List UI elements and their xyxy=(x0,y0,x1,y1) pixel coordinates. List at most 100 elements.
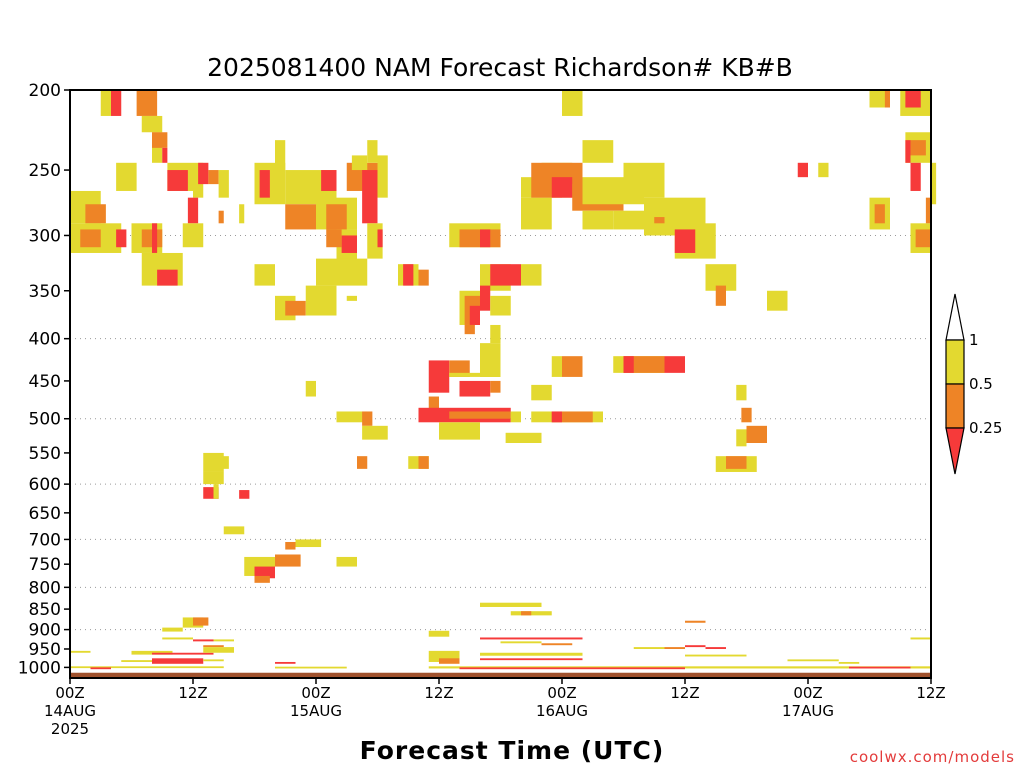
y-axis-ticks: 200 250 300 350 400 450 500 550 600 650 700 750 8008… xyxy=(18,81,70,678)
heatmap-cell xyxy=(100,90,111,116)
colorbar-label: 1 xyxy=(969,331,979,349)
colorbar-bin xyxy=(945,339,965,385)
heatmap-cell xyxy=(490,264,521,286)
heatmap-cell xyxy=(428,666,931,669)
heatmap-cell xyxy=(254,575,270,583)
heatmap-cell xyxy=(377,229,383,248)
heatmap-cell xyxy=(480,652,583,656)
x-tick-label: 15AUG xyxy=(290,702,342,720)
heatmap-cell xyxy=(167,170,188,191)
heatmap-cell xyxy=(910,637,931,640)
heatmap-cell xyxy=(136,90,158,116)
colorbar-bin xyxy=(945,383,965,429)
heatmap-cell xyxy=(925,197,931,224)
heatmap-cell xyxy=(428,360,450,393)
heatmap-cell xyxy=(541,643,573,646)
heatmap-cell xyxy=(469,305,480,325)
heatmap-cell xyxy=(341,235,357,253)
heatmap-cell xyxy=(218,456,229,469)
heatmap-cell xyxy=(480,285,491,311)
heatmap-cell xyxy=(521,197,552,230)
x-tick-label: 00Z xyxy=(55,684,84,702)
heatmap-cell xyxy=(838,661,860,664)
y-tick-label: 950 xyxy=(29,640,61,660)
heatmap-cell xyxy=(905,140,911,163)
heatmap-cell xyxy=(551,356,562,377)
x-tick-label: 12Z xyxy=(670,684,699,702)
colorbar-label: 0.5 xyxy=(969,375,993,393)
y-tick-label: 250 xyxy=(29,161,61,181)
heatmap-cell xyxy=(203,647,234,653)
heatmap-cell xyxy=(377,155,388,198)
y-tick-label: 400 xyxy=(29,330,61,350)
heatmap-cell xyxy=(111,90,122,116)
heatmap-cell xyxy=(787,659,839,662)
heatmap-cell xyxy=(152,658,204,664)
x-tick-label: 00Z xyxy=(793,684,822,702)
y-tick-label: 800 xyxy=(29,578,61,598)
heatmap-cell xyxy=(326,204,347,230)
heatmap-cell xyxy=(218,170,229,198)
heatmap-cell xyxy=(336,556,357,567)
heatmap-cell xyxy=(449,411,511,419)
heatmap-cell xyxy=(239,204,245,224)
heatmap-cell xyxy=(193,617,209,626)
heatmap-cell xyxy=(674,229,696,253)
heatmap-cell xyxy=(254,566,275,579)
heatmap-cell xyxy=(285,300,306,316)
heatmap-cell xyxy=(213,639,234,642)
heatmap-cell xyxy=(275,140,286,171)
heatmap-cell xyxy=(428,650,460,662)
y-tick-label: 700 xyxy=(29,530,61,550)
heatmap-cell xyxy=(275,554,301,567)
heatmap-cell xyxy=(162,627,183,632)
heatmap-cell xyxy=(305,380,316,397)
heatmap-cell xyxy=(633,647,665,649)
chart-title: 2025081400 NAM Forecast Richardson# KB#B xyxy=(207,53,793,82)
heatmap-cell xyxy=(403,264,414,286)
heatmap-cell xyxy=(346,295,357,301)
heatmap-cell xyxy=(203,471,224,485)
heatmap-cell xyxy=(910,162,921,191)
heatmap-cell xyxy=(685,645,706,648)
heatmap-cell xyxy=(198,162,209,185)
heatmap-cell xyxy=(218,210,224,224)
heatmap-cell xyxy=(818,162,829,178)
heatmap-cell xyxy=(116,162,137,191)
heatmap-cell xyxy=(726,456,747,469)
x-tick-label: 12Z xyxy=(424,684,453,702)
heatmap-cell xyxy=(521,264,542,286)
x-tick-label: 16AUG xyxy=(536,702,588,720)
x-tick-label: 12Z xyxy=(916,684,945,702)
x-tick-label: 14AUG xyxy=(44,702,96,720)
heatmap-cell xyxy=(351,155,368,171)
heatmap-cell xyxy=(70,650,91,653)
heatmap-cell xyxy=(551,177,573,198)
heatmap-cell xyxy=(685,620,706,623)
heatmap-cell xyxy=(685,654,747,657)
y-tick-label: 750 xyxy=(29,555,61,575)
y-tick-label: 300 xyxy=(29,226,61,246)
heatmap-cell xyxy=(480,360,501,377)
heatmap-cell xyxy=(531,411,542,423)
y-tick-label: 350 xyxy=(29,282,61,302)
credit-text: coolwx.com/models xyxy=(850,748,1015,766)
heatmap-cell xyxy=(162,637,193,640)
heatmap-cell xyxy=(654,217,665,224)
y-tick-label: 1000 xyxy=(18,658,61,678)
heatmap-cells xyxy=(70,90,937,670)
y-tick-label: 650 xyxy=(29,504,61,524)
heatmap-cell xyxy=(490,324,501,344)
heatmap-cell xyxy=(213,484,219,499)
colorbar: 1 0.5 0.25 xyxy=(945,293,1002,475)
heatmap-cell xyxy=(480,229,491,248)
heatmap-cell xyxy=(254,264,275,286)
heatmap-cell xyxy=(285,204,316,230)
y-tick-label: 850 xyxy=(29,600,61,620)
heatmap-cell xyxy=(510,411,521,423)
heatmap-cell xyxy=(464,324,475,335)
y-tick-label: 550 xyxy=(29,444,61,464)
heatmap-cell xyxy=(275,661,296,664)
heatmap-cell xyxy=(664,356,685,373)
heatmap-cell xyxy=(551,411,593,423)
